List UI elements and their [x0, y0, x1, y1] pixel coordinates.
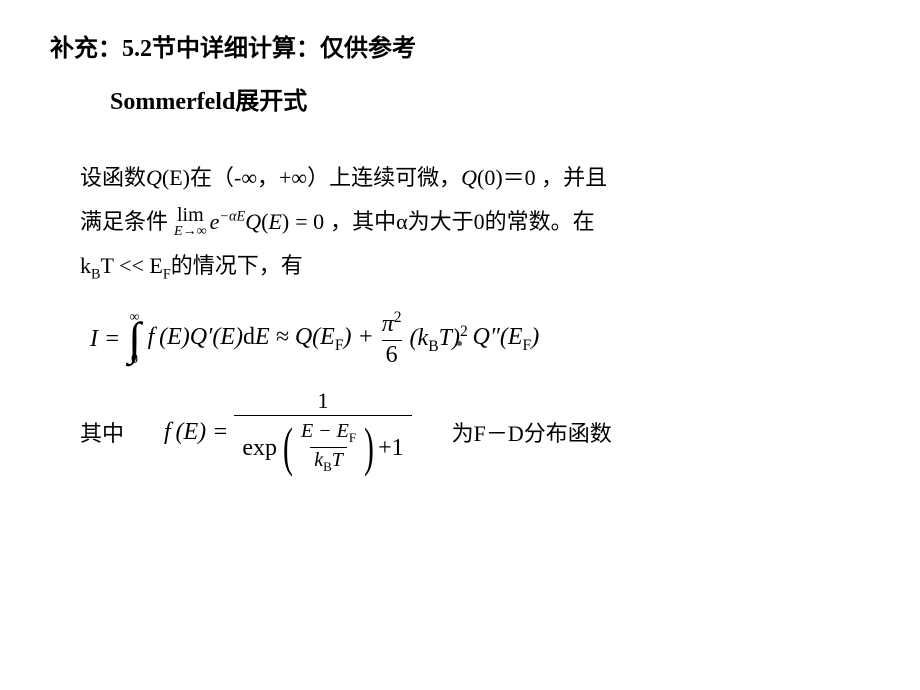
main-integral-formula: I = ∞ ∫ 0 f (E)Q′(E)dE ≈ Q(EF) + π2 6 (k…: [90, 309, 870, 369]
f-of-E: f (E) =: [164, 419, 228, 446]
plus-one: +1: [378, 435, 404, 461]
fd-description: 为F－D分布函数: [452, 416, 612, 448]
fd-fraction: 1 exp ( E − EF kBT ) +1: [234, 389, 411, 475]
Q-arg: (E): [261, 209, 289, 234]
sommerfeld-heading: Sommerfeld展开式: [110, 81, 870, 116]
document-page: 补充：5.2节中详细计算：仅供参考 Sommerfeld展开式 设函数Q(E)在…: [0, 0, 920, 505]
exp-argument: ( E − EF kBT ): [279, 420, 378, 475]
paragraph-line-1: 设函数Q(E)在（-∞，+∞）上连续可微，Q(0)＝0 ，并且: [80, 156, 870, 200]
Q-double-prime: Q″(EF): [468, 324, 539, 355]
exp-text: exp: [242, 435, 277, 461]
Q-symbol: Q: [245, 209, 261, 234]
limit-expression: lim E→∞ e−αEQ(E) = 0: [174, 200, 324, 244]
inner-denominator: kBT: [310, 447, 347, 475]
kB-text: kBT << EF: [80, 253, 171, 278]
where-label: 其中: [80, 416, 124, 448]
lim-subscript: E→∞: [174, 225, 207, 239]
text-segment: ，其中α为大于0的常数。在: [330, 200, 595, 244]
page-supplement-title: 补充：5.2节中详细计算：仅供参考: [50, 28, 870, 63]
text-segment: 的情况下，有: [171, 253, 303, 278]
inner-numerator: E − EF: [297, 420, 360, 447]
fd-formula: f (E) = 1 exp ( E − EF kBT ) +1: [164, 389, 412, 475]
equals-zero: = 0: [295, 200, 324, 244]
integral-lower: 0: [131, 353, 138, 367]
kBT-squared: (kBT)2: [410, 323, 468, 356]
e-exponent: −αE: [219, 209, 245, 225]
paragraph-line-3: kBT << EF的情况下，有: [80, 244, 870, 289]
fd-distribution-row: 其中 f (E) = 1 exp ( E − EF kBT ) +1: [80, 389, 870, 475]
denominator: exp ( E − EF kBT ) +1: [234, 415, 411, 475]
dot-marker-icon: [457, 341, 462, 346]
integral-sign: ∞ ∫ 0: [128, 311, 141, 368]
text-segment: 满足条件: [80, 200, 168, 244]
numerator-1: 1: [310, 389, 337, 415]
paragraph-line-2: 满足条件 lim E→∞ e−αEQ(E) = 0 ，其中α为大于0的常数。在: [80, 200, 870, 244]
pi-squared-over-6: π2 6: [378, 309, 406, 369]
lim-symbol: lim: [177, 205, 204, 225]
integrand: f (E)Q′(E)dE ≈ Q(EF) +: [143, 324, 374, 355]
body-text: 设函数Q(E)在（-∞，+∞）上连续可微，Q(0)＝0 ，并且 满足条件 lim…: [80, 156, 870, 289]
I-equals: I =: [90, 326, 120, 353]
e-base: e: [210, 209, 220, 234]
